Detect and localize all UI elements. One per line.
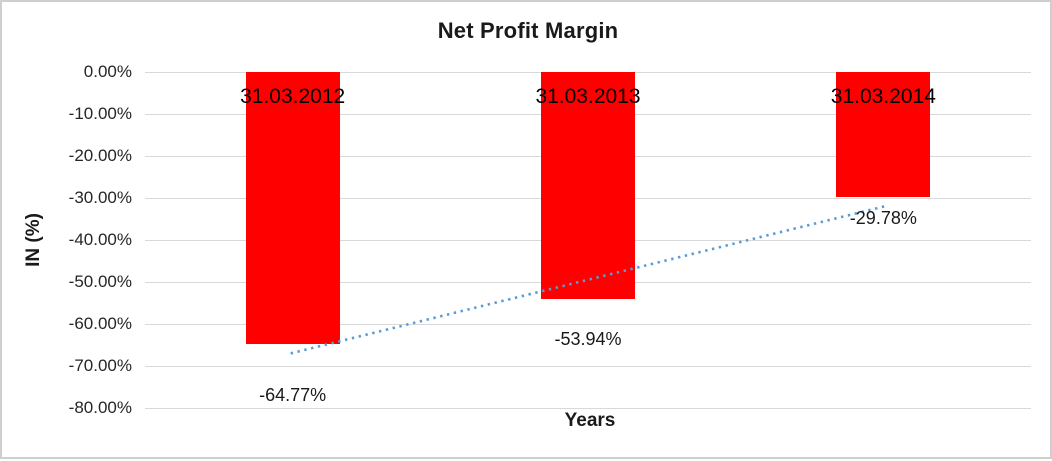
y-tick-label: -40.00% xyxy=(68,230,132,249)
x-axis-title: Years xyxy=(564,410,616,431)
y-tick-label: -20.00% xyxy=(68,146,132,165)
y-tick-label: -50.00% xyxy=(68,272,132,291)
y-tick-label: -70.00% xyxy=(68,356,132,375)
category-label: 31.03.2014 xyxy=(830,85,936,108)
bar-31.03.2014 xyxy=(836,72,931,198)
y-tick-label: -80.00% xyxy=(68,398,132,417)
y-tick-label: -30.00% xyxy=(68,188,132,207)
data-label: -53.94% xyxy=(554,328,622,349)
data-label: -64.77% xyxy=(259,385,327,406)
y-tick-label: 0.00% xyxy=(83,62,132,81)
data-label: -29.78% xyxy=(849,208,917,229)
chart-title: Net Profit Margin xyxy=(437,18,619,43)
bar-31.03.2012 xyxy=(245,72,340,345)
y-tick-label: -60.00% xyxy=(68,314,132,333)
category-label: 31.03.2013 xyxy=(535,85,641,108)
category-label: 31.03.2012 xyxy=(240,85,346,108)
gridline xyxy=(145,365,1031,367)
gridline xyxy=(145,407,1031,409)
y-tick-label: -10.00% xyxy=(68,104,132,123)
